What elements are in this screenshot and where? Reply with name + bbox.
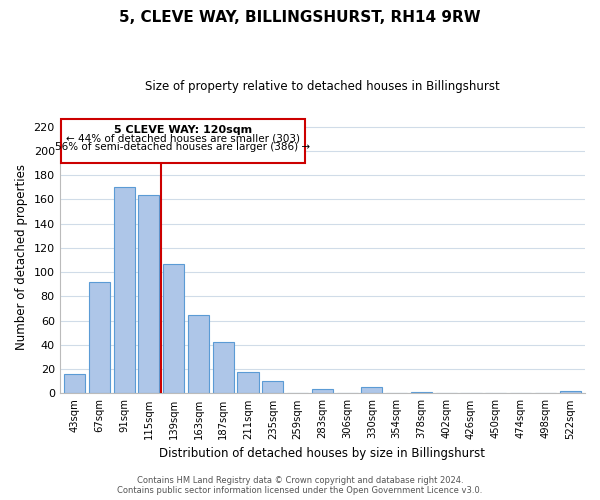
Bar [312,388,333,394]
Bar [560,391,581,394]
Bar [212,342,234,394]
Bar [361,388,382,394]
Bar [139,194,160,394]
Text: 5 CLEVE WAY: 120sqm: 5 CLEVE WAY: 120sqm [114,126,252,136]
Bar [64,374,85,394]
Bar [238,372,259,394]
Text: 56% of semi-detached houses are larger (386) →: 56% of semi-detached houses are larger (… [55,142,311,152]
Bar [188,314,209,394]
X-axis label: Distribution of detached houses by size in Billingshurst: Distribution of detached houses by size … [160,447,485,460]
Y-axis label: Number of detached properties: Number of detached properties [15,164,28,350]
Bar [262,382,283,394]
Text: Contains HM Land Registry data © Crown copyright and database right 2024.
Contai: Contains HM Land Registry data © Crown c… [118,476,482,495]
Bar [89,282,110,394]
Title: Size of property relative to detached houses in Billingshurst: Size of property relative to detached ho… [145,80,500,93]
Text: ← 44% of detached houses are smaller (303): ← 44% of detached houses are smaller (30… [66,134,300,144]
Bar [163,264,184,394]
Bar [411,392,432,394]
Text: 5, CLEVE WAY, BILLINGSHURST, RH14 9RW: 5, CLEVE WAY, BILLINGSHURST, RH14 9RW [119,10,481,25]
Bar [61,120,305,163]
Bar [113,188,134,394]
